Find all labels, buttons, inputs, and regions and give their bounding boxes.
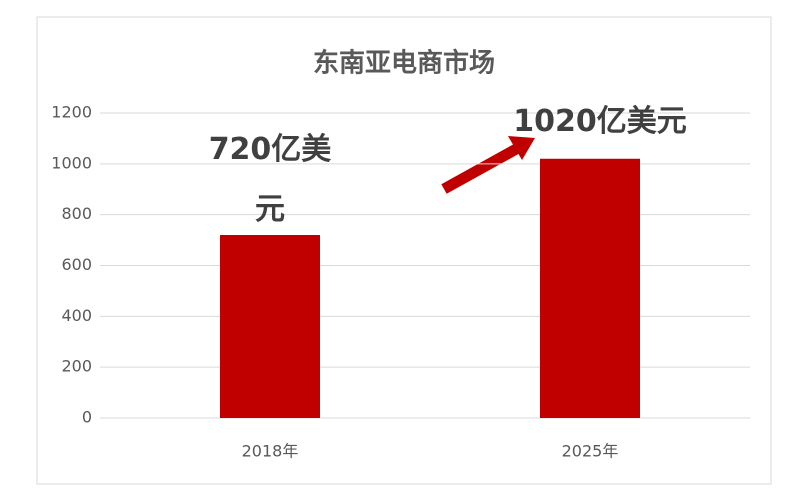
y-tick-label: 600 [61,255,92,274]
y-tick-label: 1000 [51,153,92,172]
x-tick-label: 2025年 [562,442,619,461]
y-tick-label: 0 [82,408,92,427]
value-label: 1020亿美元 [513,104,687,139]
bar [540,158,640,418]
arrow [441,136,535,194]
bar [220,235,320,418]
chart-border [36,16,772,485]
chart-title: 东南亚电商市场 [313,48,495,79]
value-label: 720亿美元 [208,132,332,227]
y-tick-label: 200 [61,357,92,376]
y-tick-label: 400 [61,306,92,325]
x-tick-label: 2018年 [242,442,299,461]
y-tick-label: 800 [61,204,92,223]
y-tick-label: 1200 [51,103,92,122]
